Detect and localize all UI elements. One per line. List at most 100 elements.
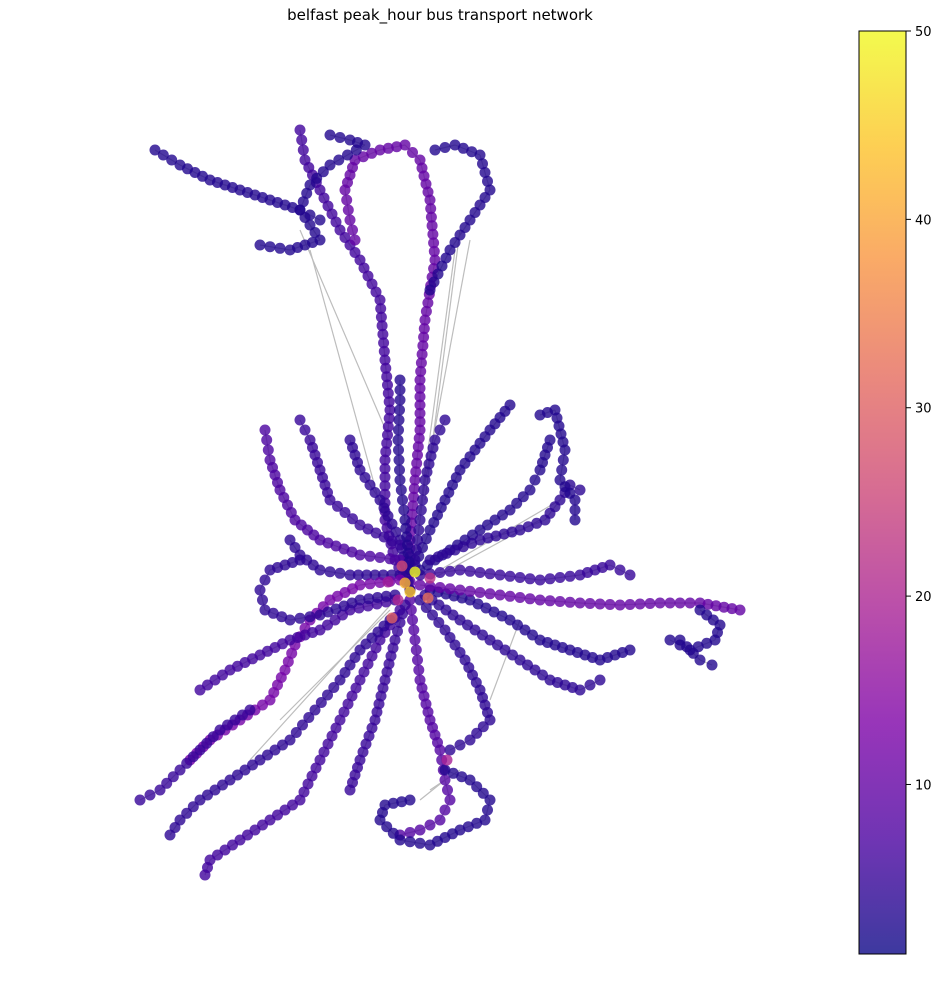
colorbar-tick-label: 50 [915,25,932,40]
network-node [400,522,412,534]
network-node [474,587,486,598]
network-node [375,303,387,315]
network-node [417,494,428,506]
network-node [413,524,425,536]
network-node [374,552,386,563]
network-node [394,404,405,416]
network-node [494,569,506,581]
network-node [303,712,315,723]
network-node [434,424,446,436]
network-node [504,570,516,582]
network-node-hub [424,572,436,584]
network-node [434,567,446,578]
network-node [419,314,431,326]
network-node [364,550,376,562]
network-node [624,644,636,656]
network-node [439,142,451,153]
network-node [407,500,419,512]
network-node [557,454,569,466]
network-node [342,204,354,216]
network-node [194,684,206,696]
network-node [484,568,496,580]
network-node [504,590,516,602]
network-node [604,599,616,610]
network-node [344,569,356,581]
network-node [394,834,406,846]
network-node [594,598,606,610]
network-node [457,142,469,154]
network-node [414,837,426,849]
network-node [624,569,636,581]
network-node [294,612,306,624]
network-node [324,566,336,578]
network-node [276,611,288,623]
network-node [420,305,432,317]
network-node [664,634,676,646]
network-node [399,139,411,151]
network-node [144,789,156,801]
network-node [404,836,416,848]
network-node [464,734,476,746]
colorbar-gradient [858,30,907,955]
network-node [214,724,226,736]
network-node [434,814,446,826]
network-node [354,519,366,531]
network-node [479,814,491,826]
network-node [374,144,386,156]
network-node [424,580,436,592]
network-node [454,584,466,596]
network-node [674,634,686,646]
network-node [427,609,438,621]
network-node-hub [441,754,453,766]
network-node [447,767,459,779]
network-node [174,159,186,171]
network-node [201,737,213,749]
network-node [392,434,404,446]
network-node [394,464,405,476]
network-node [701,637,713,649]
network-node [284,534,296,546]
network-node [408,483,420,495]
network-node [394,617,406,628]
network-node [474,149,486,161]
network-node [414,399,426,411]
network-node [290,727,302,738]
network-node [420,533,432,545]
network-node [282,656,294,668]
network-node [564,596,576,608]
network-node [393,444,404,456]
network-node [396,796,408,808]
network-node [379,799,391,811]
network-node [264,454,276,466]
network-node [378,345,390,357]
network-edge-long [489,619,521,701]
network-node [380,446,392,458]
network-node [404,794,416,806]
network-node [414,424,426,436]
network-node [334,567,346,579]
network-node [402,547,414,559]
network-node [161,777,173,789]
network-node [134,794,146,806]
colorbar-ticks: 10 20 30 40 50 [906,25,932,793]
network-node [414,416,426,428]
network-node [381,437,393,449]
network-node [334,132,346,143]
colorbar-tick-label: 10 [915,778,932,793]
network-node [694,654,706,666]
network-node [416,348,428,360]
network-node [564,570,576,582]
network-node [569,514,581,526]
network-node [299,424,311,436]
network-node [544,434,556,446]
network-node [342,149,353,161]
network-node [439,414,451,426]
network-node [466,537,478,549]
network-node [410,466,422,478]
network-node [417,340,429,352]
network-node [614,599,626,611]
network-node [439,774,451,786]
network-node [559,444,571,456]
network-node [341,194,353,206]
network-node [377,328,389,340]
